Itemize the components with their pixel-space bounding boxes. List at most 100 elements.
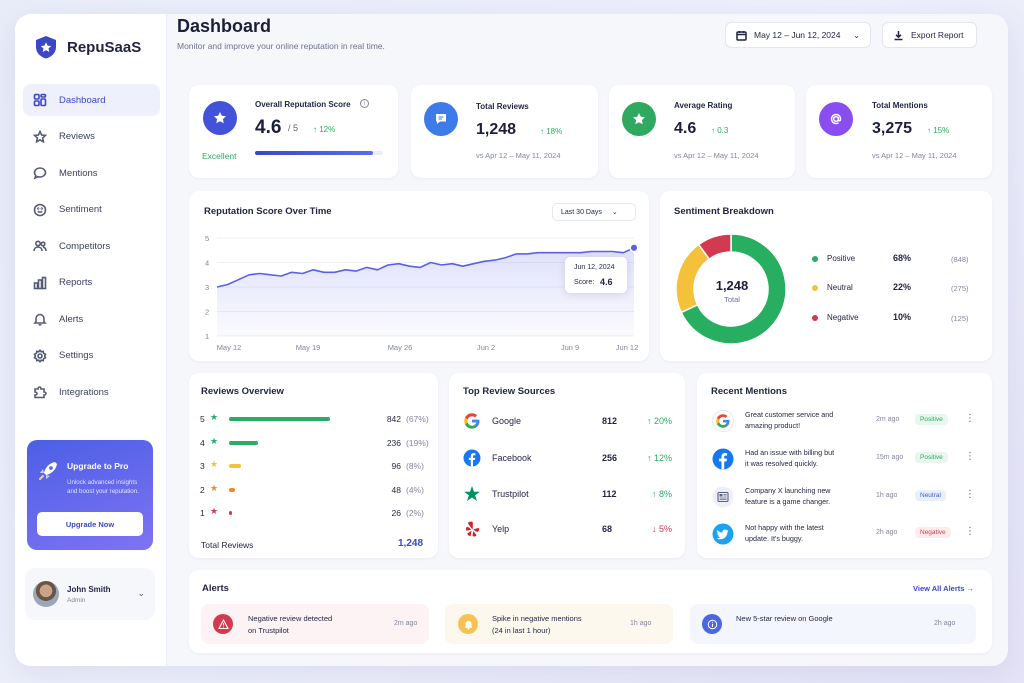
warning-icon <box>213 614 233 634</box>
rating-pct: (4%) <box>406 484 424 495</box>
user-menu[interactable]: John Smith Admin ⌄ <box>25 568 155 620</box>
date-range-picker[interactable]: May 12 – Jun 12, 2024 ⌄ <box>725 22 871 48</box>
donut-slice-positive[interactable] <box>680 233 787 345</box>
sentiment-badge: Negative <box>915 527 951 538</box>
kpi-label: Overall Reputation Score <box>255 100 351 109</box>
sidebar-item-mentions[interactable]: Mentions <box>23 157 160 189</box>
kpi-card-reputation-score: Overall Reputation Score i 4.6 / 5 ↑ 12%… <box>189 85 398 178</box>
x-tick-label: May 12 <box>217 343 242 352</box>
sidebar-item-label: Settings <box>59 350 94 361</box>
export-report-button[interactable]: Export Report <box>882 22 977 48</box>
source-row[interactable]: Facebook 256 ↑ 12% <box>462 447 674 469</box>
sidebar-item-sentiment[interactable]: Sentiment <box>23 194 160 226</box>
score-progress-track <box>255 151 383 155</box>
sidebar-item-integrations[interactable]: Integrations <box>23 376 160 408</box>
mention-text: feature is a game changer. <box>745 497 831 506</box>
rating-count: 236 <box>386 437 401 448</box>
legend-pct: 22% <box>893 282 912 292</box>
mention-item[interactable]: Company X launching new feature is a game… <box>710 484 978 516</box>
rating-number: 4 <box>200 437 205 448</box>
sidebar-nav: Dashboard Reviews Mentions Sentiment Com… <box>23 84 160 413</box>
source-row[interactable]: Yelp 68 ↓ 5% <box>462 518 674 540</box>
sidebar-item-label: Integrations <box>59 386 109 398</box>
kpi-card-total-reviews: Total Reviews 1,248 ↑ 18% vs Apr 12 – Ma… <box>411 85 598 178</box>
chevron-down-icon[interactable]: ⌄ <box>137 588 145 598</box>
alert-item[interactable]: Negative review detected on Trustpilot 2… <box>201 604 429 644</box>
more-options-icon[interactable]: ⋮ <box>965 489 975 500</box>
info-icon <box>702 614 722 634</box>
sidebar-item-reviews[interactable]: Reviews <box>23 121 160 153</box>
source-row[interactable]: Google 812 ↑ 20% <box>462 410 674 432</box>
time-range-select[interactable]: Last 30 Days ⌄ <box>552 203 636 221</box>
rating-bar-track <box>229 511 369 515</box>
more-options-icon[interactable]: ⋮ <box>965 413 975 424</box>
alerts-title: Alerts <box>202 583 229 594</box>
sentiment-badge: Positive <box>915 414 948 425</box>
upgrade-now-button[interactable]: Upgrade Now <box>37 512 143 536</box>
alert-text: New 5-star review on Google <box>736 614 833 623</box>
rating-pct: (2%) <box>406 508 424 518</box>
tooltip-value: 4.6 <box>600 277 613 287</box>
rating-bar-track <box>229 464 369 468</box>
star-icon <box>622 102 656 136</box>
x-tick-label: May 19 <box>296 343 321 352</box>
source-delta: ↑ 20% <box>646 416 672 426</box>
sidebar-item-label: Mentions <box>59 167 98 179</box>
brand[interactable]: RepuSaaS <box>33 34 141 60</box>
chart-tooltip: Jun 12, 2024 Score: 4.6 <box>565 257 627 293</box>
alert-item[interactable]: Spike in negative mentions (24 in last 1… <box>445 604 673 644</box>
sidebar-item-label: Reports <box>59 277 93 288</box>
mention-item[interactable]: Great customer service and amazing produc… <box>710 408 978 440</box>
more-options-icon[interactable]: ⋮ <box>965 451 975 462</box>
source-delta: ↑ 12% <box>646 453 672 463</box>
sidebar-item-settings[interactable]: Settings <box>23 340 160 372</box>
negative-dot <box>812 314 818 321</box>
user-role: Admin <box>67 596 86 604</box>
score-point-latest[interactable] <box>629 243 639 253</box>
kpi-card-average-rating: Average Rating 4.6 ↑ 0.3 vs Apr 12 – May… <box>609 85 795 178</box>
sidebar-item-label: Sentiment <box>59 204 102 215</box>
reviews-overview-card: Reviews Overview <box>189 373 438 558</box>
page-subtitle: Monitor and improve your online reputati… <box>177 41 385 51</box>
mention-item[interactable]: Had an issue with billing but it was reso… <box>710 446 978 478</box>
date-range-label: May 12 – Jun 12, 2024 <box>754 30 841 40</box>
donut-slice-negative[interactable] <box>697 233 732 261</box>
legend-label: Neutral <box>827 283 853 292</box>
rating-count: 96 <box>391 461 401 471</box>
view-all-alerts-link[interactable]: View All Alerts → <box>913 584 974 593</box>
sidebar-item-reports[interactable]: Reports <box>23 267 160 299</box>
sidebar-item-alerts[interactable]: Alerts <box>23 303 160 335</box>
y-tick-label: 3 <box>205 283 209 292</box>
kpi-delta: ↑ 18% <box>540 127 563 136</box>
legend-negative: Negative <box>812 313 859 322</box>
bell-icon <box>458 614 478 634</box>
smile-icon <box>33 203 47 216</box>
mention-item[interactable]: Not happy with the latest update. It's bu… <box>710 521 978 553</box>
rating-bar <box>229 417 330 421</box>
mention-text: Great customer service and <box>745 410 834 419</box>
kpi-delta: ↑ 12% <box>313 125 336 134</box>
time-range-label: Last 30 Days <box>561 208 602 216</box>
info-icon[interactable]: i <box>360 99 369 108</box>
star-icon: ★ <box>210 506 219 516</box>
rating-count: 842 <box>386 414 401 424</box>
avatar <box>33 581 59 607</box>
alert-item[interactable]: New 5-star review on Google 2h ago <box>690 604 976 644</box>
bell-icon <box>33 313 47 326</box>
sidebar-item-competitors[interactable]: Competitors <box>23 230 160 262</box>
sentiment-title: Sentiment Breakdown <box>674 206 774 217</box>
kpi-delta: ↑ 15% <box>927 126 950 135</box>
more-options-icon[interactable]: ⋮ <box>965 526 975 537</box>
google-icon <box>712 410 734 432</box>
rating-bar <box>229 511 232 515</box>
source-row[interactable]: Trustpilot 112 ↑ 8% <box>462 483 674 505</box>
mention-text: it was resolved quickly. <box>745 459 818 468</box>
users-icon <box>33 240 47 252</box>
positive-dot <box>812 255 818 262</box>
star-badge-icon <box>203 101 237 135</box>
kpi-suffix: / 5 <box>288 123 299 133</box>
y-tick-label: 1 <box>205 332 209 341</box>
kpi-compare: vs Apr 12 – May 11, 2024 <box>872 151 957 160</box>
sidebar-item-dashboard[interactable]: Dashboard <box>23 84 160 116</box>
at-sign-icon <box>819 102 853 136</box>
